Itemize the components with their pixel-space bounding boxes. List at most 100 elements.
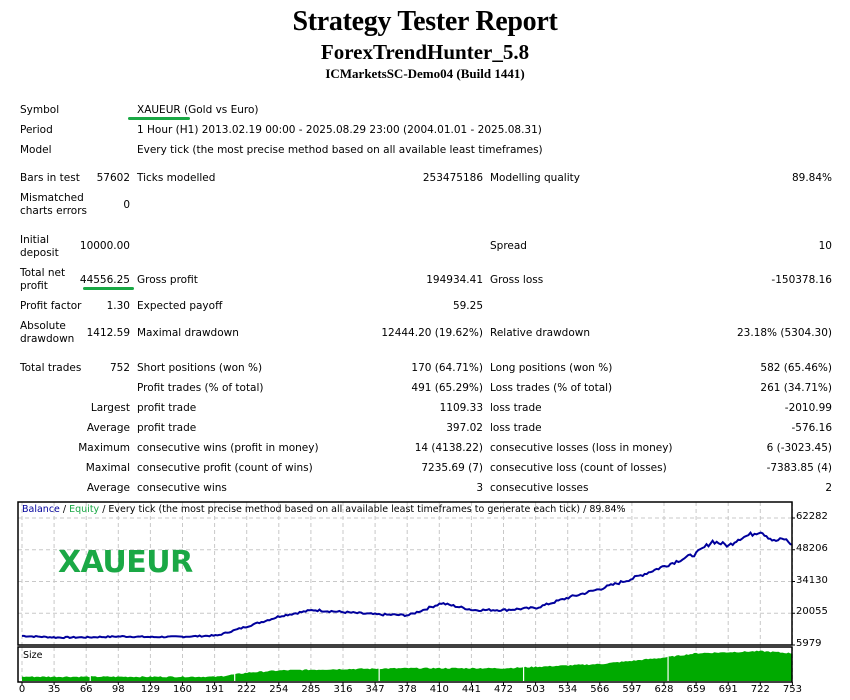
maximum-prefix: Maximum — [78, 442, 130, 454]
avg-consec-wins-value: 3 — [476, 482, 483, 494]
balance-line — [22, 531, 793, 640]
quality-value: 89.84% — [791, 172, 832, 184]
average-profit-label: profit trade — [137, 422, 197, 434]
max-consec-losses-label: consecutive losses (loss in money) — [490, 442, 673, 454]
x-axis-label: 347 — [365, 684, 385, 695]
max-drawdown-label: Maximal drawdown — [137, 327, 239, 339]
average-loss-value: -576.16 — [791, 422, 832, 434]
symbol-label: Symbol — [20, 104, 60, 116]
x-axis-label: 160 — [172, 684, 193, 695]
maximal-consec-profit-label: consecutive profit (count of wins) — [137, 462, 313, 474]
gross-loss-value: -150378.16 — [771, 274, 832, 286]
maximal-prefix: Maximal — [85, 462, 130, 474]
gross-profit-value: 194934.41 — [426, 274, 483, 286]
largest-loss-value: -2010.99 — [784, 402, 832, 414]
average-loss-label: loss trade — [490, 422, 542, 434]
legend-sep: / — [59, 504, 70, 515]
size-panel-label: Size — [23, 650, 43, 661]
chart-grid — [18, 502, 793, 682]
deposit-label-2: deposit — [20, 247, 59, 259]
abs-drawdown-label-2: drawdown — [20, 333, 75, 345]
largest-prefix: Largest — [90, 402, 130, 414]
profit-factor-value: 1.30 — [106, 300, 130, 312]
long-positions-value: 582 (65.46%) — [760, 362, 832, 374]
x-axis-label: 441 — [461, 684, 481, 695]
avg-consec-prefix: Average — [86, 482, 130, 494]
total-trades-label: Total trades — [20, 362, 82, 374]
y-axis-label: 5979 — [796, 638, 822, 649]
short-positions-value: 170 (64.71%) — [411, 362, 483, 374]
max-consec-wins-label: consecutive wins (profit in money) — [137, 442, 319, 454]
mismatched-value: 0 — [123, 199, 130, 211]
symbol-value: XAUEUR (Gold vs Euro) — [137, 104, 259, 116]
max-consec-losses-value: 6 (-3023.45) — [766, 442, 832, 454]
x-axis-label: 659 — [686, 684, 706, 695]
expected-payoff-label: Expected payoff — [137, 300, 223, 312]
x-axis-label: 66 — [79, 684, 93, 695]
gross-profit-label: Gross profit — [137, 274, 198, 286]
x-axis-label: 534 — [558, 684, 578, 695]
x-axis-label: 691 — [718, 684, 738, 695]
spread-value: 10 — [818, 240, 832, 252]
x-axis-label: 222 — [237, 684, 257, 695]
net-profit-value: 44556.25 — [79, 274, 130, 286]
rel-drawdown-label: Relative drawdown — [490, 327, 591, 339]
loss-trades-value: 261 (34.71%) — [760, 382, 832, 394]
x-axis-label: 472 — [493, 684, 514, 695]
expected-payoff-value: 59.25 — [452, 300, 483, 312]
avg-consec-losses-label: consecutive losses — [490, 482, 589, 494]
deposit-label-1: Initial — [20, 234, 50, 246]
average-prefix: Average — [86, 422, 130, 434]
x-axis-label: 597 — [622, 684, 642, 695]
size-area — [22, 650, 793, 681]
x-axis-label: 503 — [526, 684, 546, 695]
deposit-value: 10000.00 — [79, 240, 130, 252]
y-axis-label: 48206 — [796, 542, 828, 554]
avg-consec-wins-label: consecutive wins — [137, 482, 227, 494]
model-value: Every tick (the most precise method base… — [137, 144, 543, 156]
x-axis-label: 254 — [269, 684, 289, 695]
spread-label: Spread — [490, 240, 527, 252]
loss-trades-label: Loss trades (% of total) — [490, 382, 613, 394]
legend-balance: Balance — [22, 504, 60, 515]
maximal-consec-loss-label: consecutive loss (count of losses) — [490, 462, 667, 474]
profit-trades-label: Profit trades (% of total) — [137, 382, 264, 394]
legend-description: / Every tick (the most precise method ba… — [99, 504, 626, 515]
size-separators — [89, 649, 669, 682]
x-axis-label: 191 — [205, 684, 225, 695]
profit-factor-label: Profit factor — [20, 300, 82, 312]
bars-value: 57602 — [96, 172, 130, 184]
rel-drawdown-value: 23.18% (5304.30) — [737, 327, 832, 339]
x-axis-label: 129 — [140, 684, 160, 695]
x-axis-label: 285 — [301, 684, 321, 695]
x-axis-label: 628 — [654, 684, 674, 695]
largest-loss-label: loss trade — [490, 402, 542, 414]
x-axis-label: 566 — [590, 684, 610, 695]
abs-drawdown-label-1: Absolute — [20, 320, 66, 332]
size-plot-frame — [17, 646, 793, 683]
long-positions-label: Long positions (won %) — [490, 362, 613, 374]
net-profit-label-2: profit — [20, 280, 48, 292]
abs-drawdown-value: 1412.59 — [86, 327, 130, 339]
model-label: Model — [20, 144, 52, 156]
legend-equity: Equity — [69, 504, 100, 515]
x-axis-label: 35 — [47, 684, 61, 695]
y-axis-label: 20055 — [796, 606, 828, 618]
report-title: Strategy Tester Report — [292, 6, 558, 37]
maximal-consec-profit-value: 7235.69 (7) — [421, 462, 483, 474]
ticks-label: Ticks modelled — [137, 172, 216, 184]
main-plot-frame — [17, 501, 793, 646]
x-axis-label: 722 — [750, 684, 770, 695]
server-build: ICMarketsSC-Demo04 (Build 1441) — [325, 66, 525, 81]
chart-legend: Balance / Equity / Every tick (the most … — [22, 504, 626, 515]
period-value: 1 Hour (H1) 2013.02.19 00:00 - 2025.08.2… — [137, 124, 542, 136]
total-trades-value: 752 — [109, 362, 130, 374]
max-consec-wins-value: 14 (4138.22) — [414, 442, 483, 454]
mismatched-label-2: charts errors — [20, 205, 87, 217]
period-label: Period — [20, 124, 53, 136]
x-axis-label: 316 — [333, 684, 353, 695]
symbol-highlight — [128, 117, 190, 120]
ticks-value: 253475186 — [422, 172, 483, 184]
net-profit-label-1: Total net — [20, 267, 66, 279]
